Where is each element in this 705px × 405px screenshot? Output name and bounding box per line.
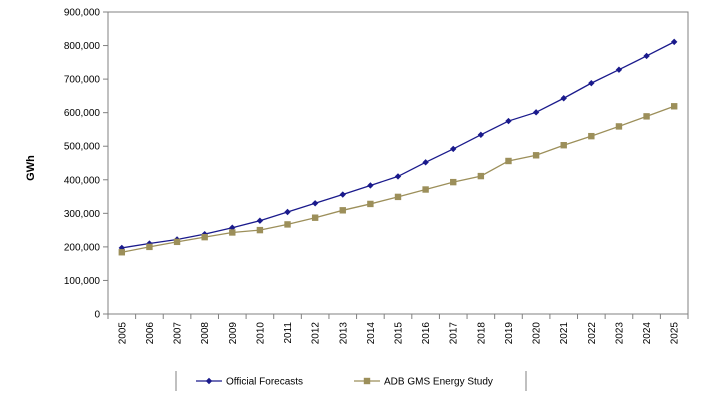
y-axis-ticks: 0 100,000 200,000 300,000 400,000 500,000 600,… (64, 8, 108, 321)
y-axis-label: GWh (25, 155, 37, 181)
x-tick-label: 2005 (117, 322, 128, 345)
y-tick-label: 700,000 (64, 75, 101, 86)
x-tick-label: 2018 (476, 322, 487, 345)
x-tick-label: 2024 (642, 322, 653, 345)
y-tick-label: 300,000 (64, 209, 101, 220)
data-point (615, 123, 623, 130)
data-point (256, 226, 264, 234)
data-point (588, 132, 595, 140)
data-point (256, 217, 264, 224)
x-tick-label: 2014 (366, 322, 377, 345)
y-tick-label: 400,000 (64, 175, 101, 186)
x-tick-label: 2009 (228, 322, 239, 345)
y-tick-label: 100,000 (64, 276, 101, 287)
data-point (422, 186, 429, 193)
data-point (229, 229, 236, 236)
data-point (422, 159, 429, 166)
x-tick-label: 2025 (670, 322, 681, 345)
data-point (311, 214, 319, 221)
data-point (477, 172, 485, 180)
data-point (643, 113, 650, 120)
y-tick-label: 900,000 (64, 8, 101, 19)
x-tick-label: 2011 (283, 322, 294, 344)
data-point (201, 233, 208, 241)
data-point (284, 221, 291, 228)
x-tick-label: 2016 (421, 322, 432, 345)
data-point (146, 243, 153, 251)
legend-label: ADB GMS Energy Study (384, 377, 493, 388)
x-tick-label: 2021 (559, 322, 570, 345)
data-point (394, 173, 402, 180)
series-1 (118, 103, 678, 256)
data-point (450, 178, 457, 186)
x-tick-label: 2006 (145, 322, 156, 345)
legend-entry-0: Official Forecasts (196, 377, 303, 388)
x-tick-label: 2007 (173, 322, 184, 345)
x-tick-label: 2013 (338, 322, 349, 345)
data-point (367, 182, 374, 189)
legend: Official Forecasts ADB GMS Energy Study (175, 371, 527, 391)
data-point (284, 208, 291, 216)
x-axis-ticks: 2005 2006 2007 2008 2009 2010 2011 2012 2013 2014… (107, 314, 689, 345)
legend-marker (205, 377, 213, 385)
y-axis-title: GWh (25, 155, 37, 181)
data-point (367, 200, 374, 208)
x-tick-label: 2022 (587, 322, 598, 345)
data-point (560, 142, 567, 149)
data-point (615, 66, 623, 73)
data-point (450, 145, 457, 153)
data-point (339, 207, 346, 214)
legend-entry-1: ADB GMS Energy Study (354, 377, 493, 388)
series-line (121, 41, 675, 249)
data-point (505, 157, 512, 165)
x-tick-label: 2023 (614, 322, 625, 345)
data-point (505, 117, 512, 125)
series-layer (118, 38, 678, 256)
data-point (560, 95, 567, 102)
data-point (118, 249, 126, 256)
x-tick-label: 2020 (532, 322, 543, 345)
x-tick-label: 2008 (200, 322, 211, 345)
plot-area (107, 11, 689, 315)
data-point (532, 152, 540, 159)
data-point (643, 52, 650, 60)
data-point (339, 191, 346, 198)
data-point (477, 131, 485, 139)
data-point (670, 103, 678, 110)
data-point (311, 200, 319, 207)
x-tick-label: 2019 (504, 322, 515, 345)
x-tick-label: 2012 (311, 322, 322, 345)
x-tick-label: 2015 (394, 322, 405, 345)
x-tick-label: 2017 (449, 322, 460, 345)
data-point (670, 38, 678, 46)
y-tick-label: 600,000 (64, 108, 101, 119)
y-tick-label: 0 (94, 310, 100, 321)
data-point (588, 79, 595, 87)
legend-label: Official Forecasts (226, 377, 303, 388)
legend-marker (363, 377, 371, 385)
y-tick-label: 500,000 (64, 142, 101, 153)
y-tick-label: 800,000 (64, 41, 101, 52)
data-point (173, 238, 181, 246)
data-point (394, 193, 402, 201)
x-tick-label: 2010 (255, 322, 266, 345)
data-point (532, 109, 540, 116)
series-0 (118, 38, 678, 252)
y-tick-label: 200,000 (64, 242, 101, 253)
